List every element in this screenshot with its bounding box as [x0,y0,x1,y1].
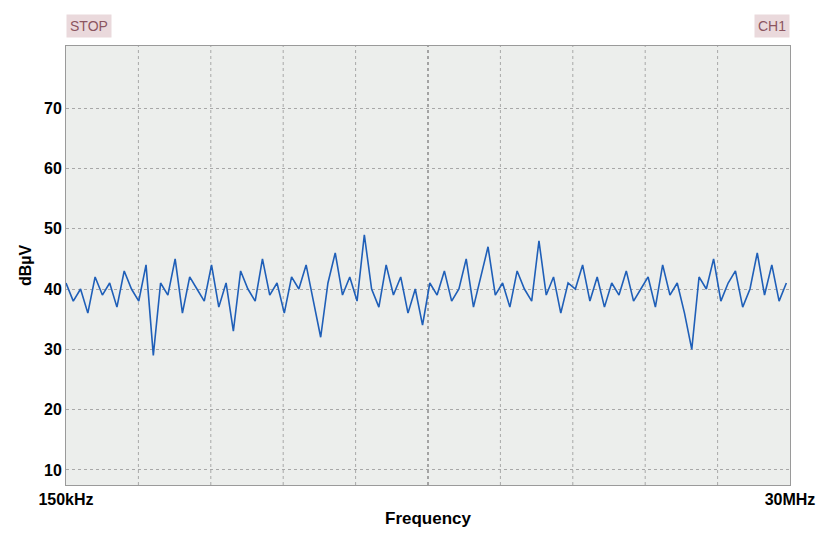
svg-text:dBµV: dBµV [17,245,34,287]
svg-text:30MHz: 30MHz [765,491,816,508]
svg-text:Frequency: Frequency [385,509,472,528]
svg-text:150kHz: 150kHz [38,491,93,508]
svg-text:50: 50 [44,220,62,237]
svg-text:20: 20 [44,401,62,418]
svg-text:40: 40 [44,281,62,298]
svg-text:STOP: STOP [70,18,108,34]
svg-text:10: 10 [44,462,62,479]
svg-text:30: 30 [44,341,62,358]
svg-text:70: 70 [44,100,62,117]
svg-text:CH1: CH1 [758,18,786,34]
svg-text:60: 60 [44,160,62,177]
